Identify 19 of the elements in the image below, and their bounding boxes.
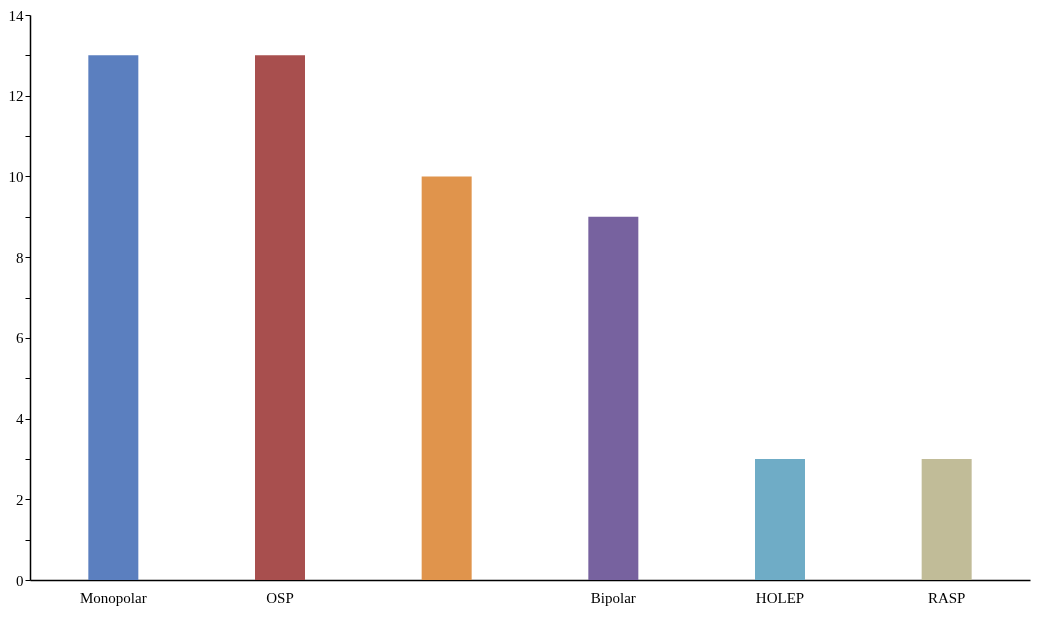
y-tick-label: 14 <box>8 7 24 24</box>
x-tick-label: Bipolar <box>590 589 636 606</box>
x-tick-label: RASP <box>927 589 966 606</box>
bar <box>755 458 805 580</box>
y-tick-label: 0 <box>16 572 24 589</box>
y-tick-label: 10 <box>8 168 24 185</box>
y-tick-label: 2 <box>16 491 24 508</box>
x-tick-label: Monopolar <box>80 589 147 606</box>
bar <box>88 55 139 580</box>
y-tick-label: 4 <box>16 411 24 428</box>
y-tick-label: 12 <box>8 88 24 105</box>
x-tick-label: HOLEP <box>755 589 805 606</box>
x-tick-label: OSP <box>266 589 294 606</box>
bar <box>588 216 639 580</box>
bar <box>921 458 972 580</box>
y-tick-label: 6 <box>16 330 24 347</box>
bar <box>421 176 472 580</box>
bar <box>255 55 305 580</box>
y-tick-label: 8 <box>16 249 24 266</box>
